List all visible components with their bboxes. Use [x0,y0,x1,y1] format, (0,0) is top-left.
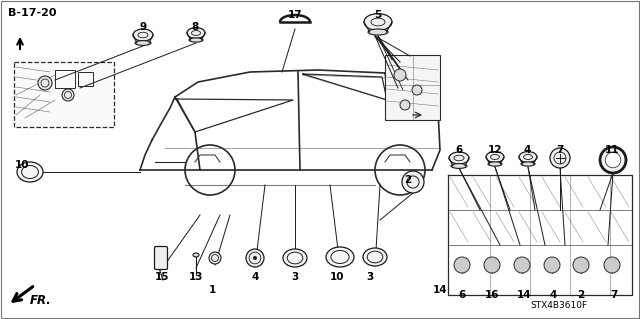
Circle shape [246,249,264,267]
Text: 17: 17 [288,10,302,20]
Ellipse shape [326,247,354,267]
Circle shape [604,257,620,273]
Circle shape [484,257,500,273]
Circle shape [209,252,221,264]
Circle shape [454,257,470,273]
Text: 7: 7 [556,145,564,155]
Text: 4: 4 [252,272,259,282]
Text: 14: 14 [433,285,447,295]
Ellipse shape [368,29,388,35]
Text: 6: 6 [456,145,463,155]
Ellipse shape [364,14,392,30]
Circle shape [514,257,530,273]
Text: 3: 3 [366,272,374,282]
Text: 4: 4 [549,290,557,300]
Ellipse shape [17,162,43,182]
Text: 1: 1 [209,285,216,295]
Ellipse shape [519,152,537,162]
Text: 14: 14 [516,290,531,300]
Text: 10: 10 [330,272,344,282]
Bar [55,70,75,88]
Circle shape [412,85,422,95]
Text: 5: 5 [374,10,381,20]
Bar [385,55,440,120]
Text: FR.: FR. [30,293,52,307]
Text: 7: 7 [611,290,618,300]
Circle shape [573,257,589,273]
Text: 12: 12 [488,145,502,155]
Text: 11: 11 [605,145,620,155]
Text: 6: 6 [458,290,466,300]
FancyBboxPatch shape [154,247,168,270]
Text: 13: 13 [189,272,204,282]
Text: 4: 4 [524,145,531,155]
Text: 9: 9 [140,22,147,32]
Circle shape [38,76,52,90]
Ellipse shape [521,162,535,166]
Ellipse shape [187,28,205,38]
Circle shape [600,147,626,173]
Circle shape [550,148,570,168]
Text: 3: 3 [291,272,299,282]
Text: 8: 8 [191,22,198,32]
Circle shape [394,69,406,81]
Ellipse shape [133,29,153,41]
Circle shape [253,256,257,260]
Bar [14,62,114,127]
Text: 10: 10 [15,160,29,170]
Circle shape [402,171,424,193]
Circle shape [400,100,410,110]
Ellipse shape [488,162,502,166]
Text: 2: 2 [577,290,584,300]
Text: STX4B3610F: STX4B3610F [530,301,587,310]
Text: B-17-20: B-17-20 [8,8,56,18]
Text: 2: 2 [404,175,412,185]
Text: 16: 16 [484,290,499,300]
Circle shape [62,89,74,101]
Bar [78,72,93,86]
Ellipse shape [193,253,199,257]
Ellipse shape [449,152,469,164]
Text: 15: 15 [155,272,169,282]
Ellipse shape [189,38,203,42]
Ellipse shape [451,164,467,168]
Ellipse shape [135,41,151,45]
Circle shape [544,257,560,273]
Circle shape [605,152,621,168]
Ellipse shape [363,248,387,266]
Ellipse shape [486,152,504,162]
Ellipse shape [283,249,307,267]
